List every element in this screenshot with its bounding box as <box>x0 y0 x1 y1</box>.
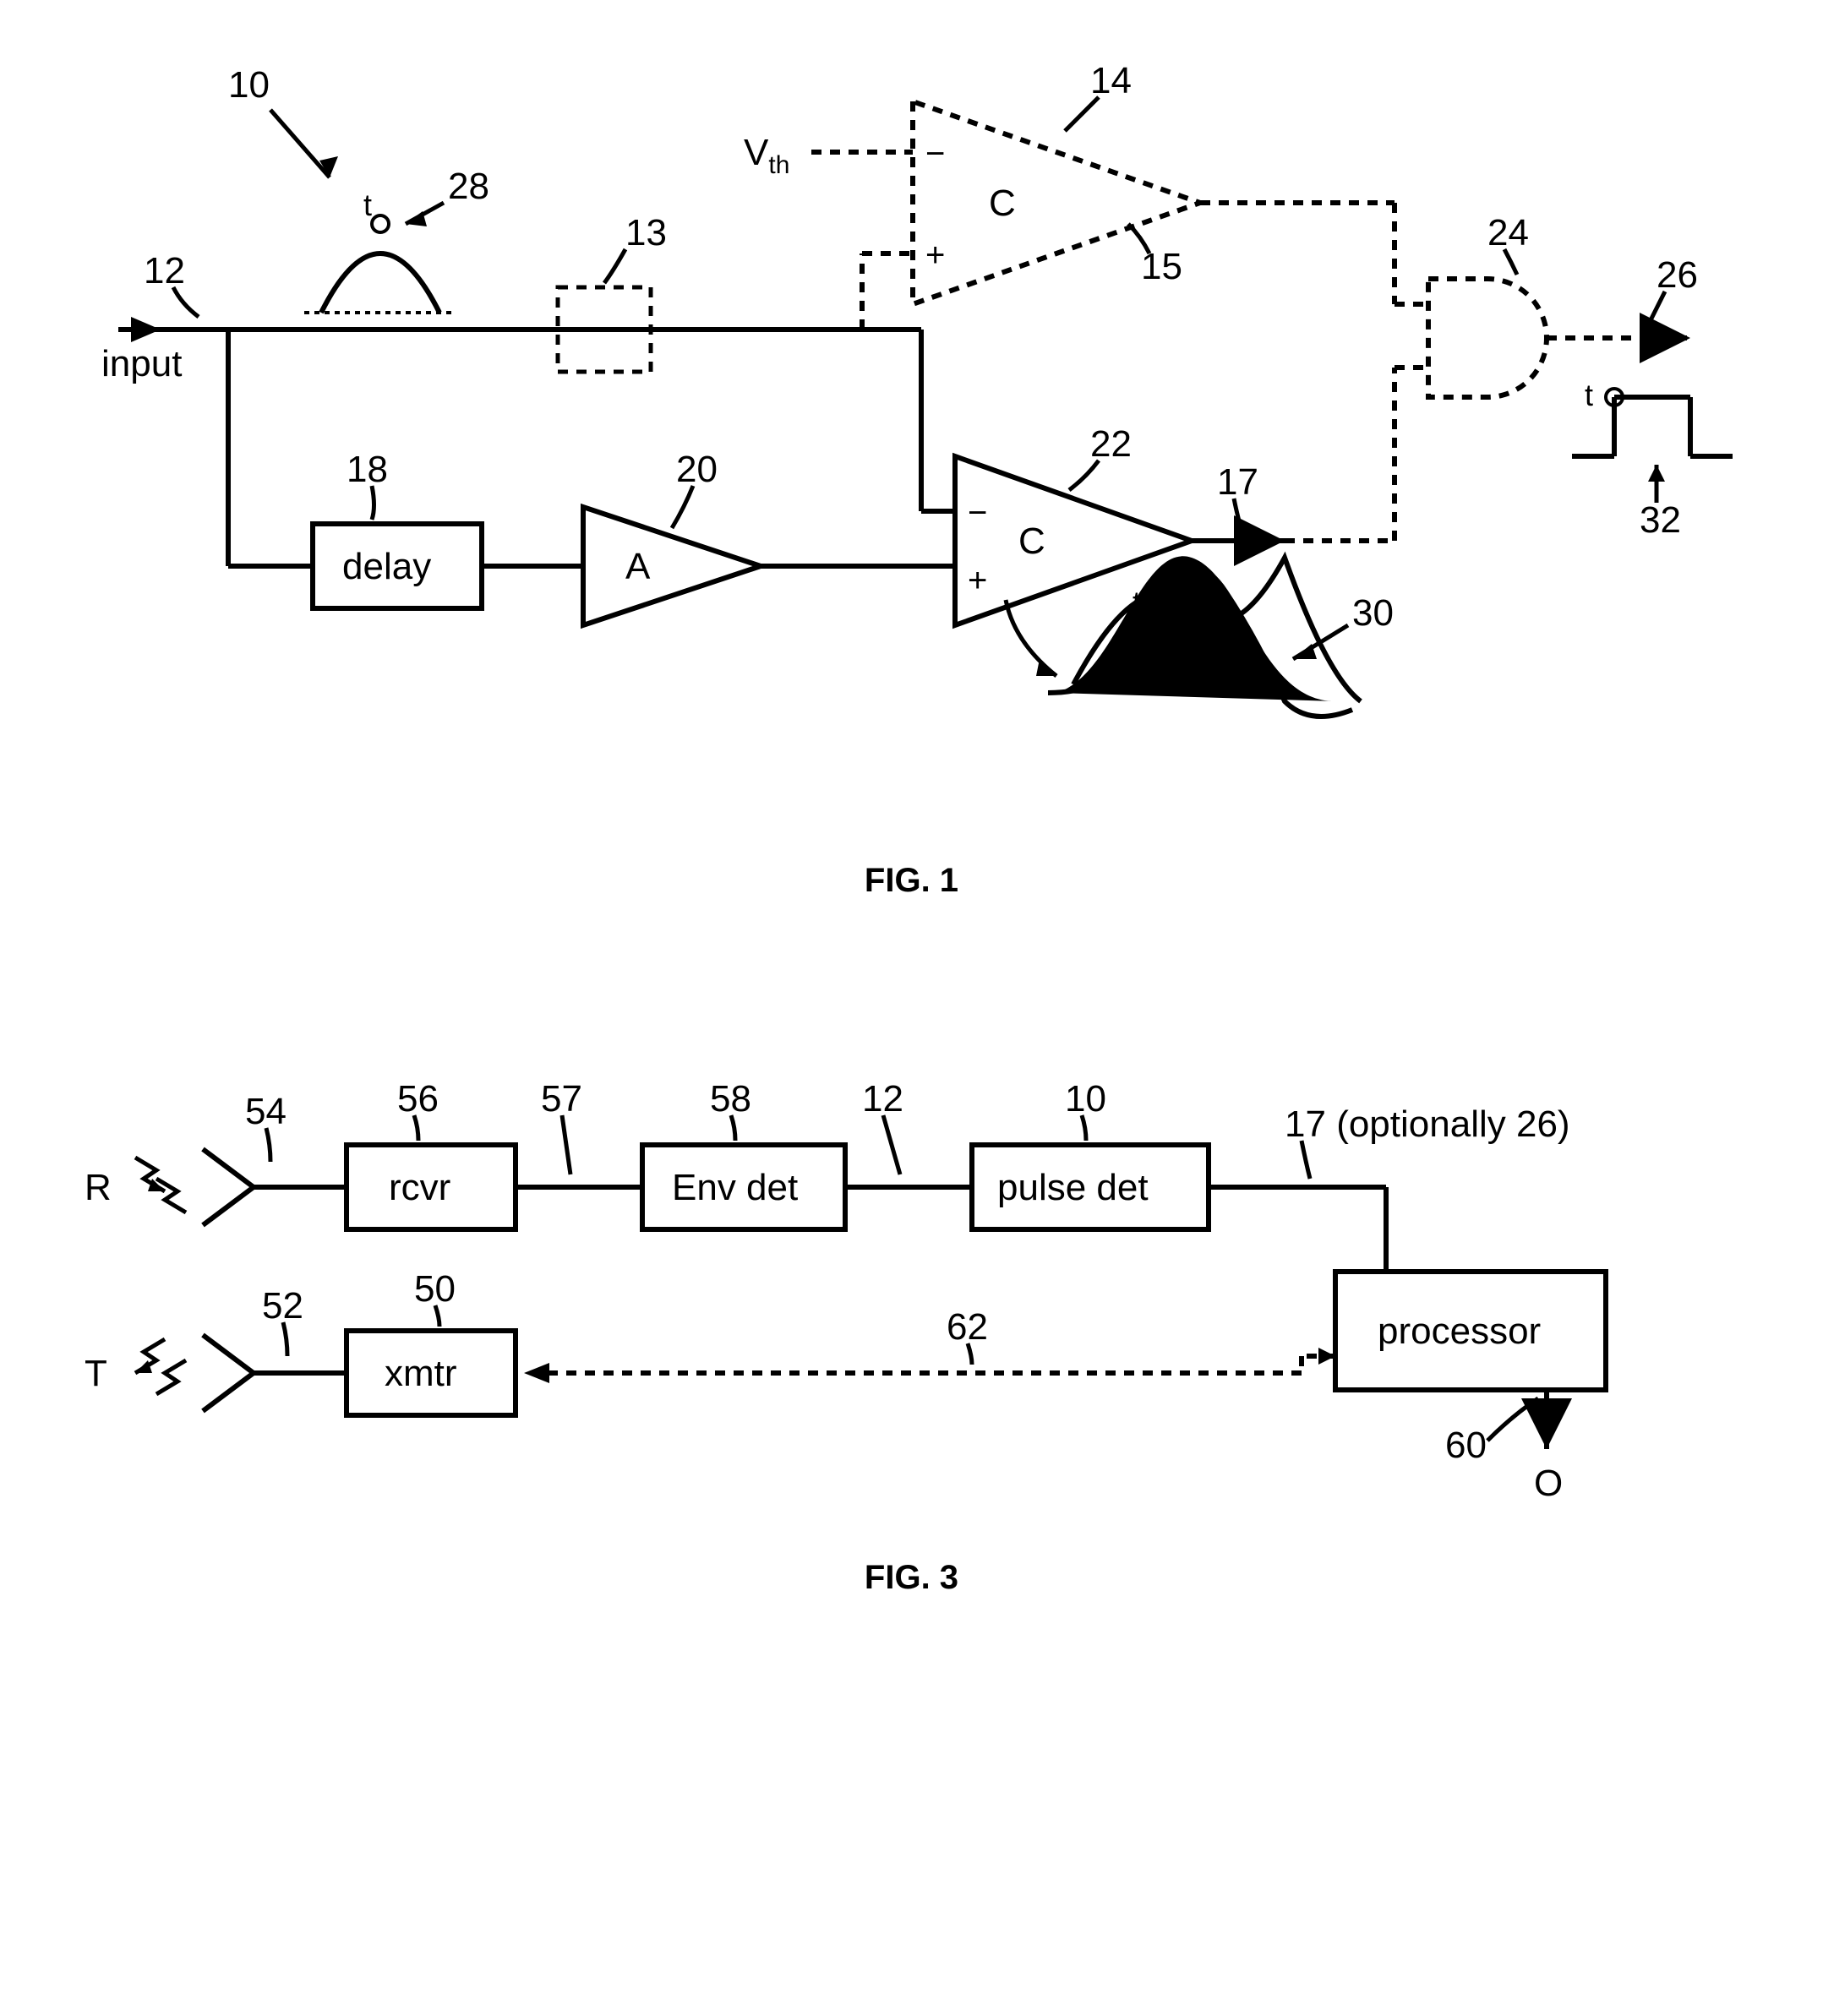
svg-text:+: + <box>925 237 945 274</box>
ref-28: 28 <box>448 166 489 207</box>
svg-text:t: t <box>1133 585 1141 619</box>
ref-60: 60 <box>1445 1425 1487 1466</box>
pulse-28: t 28 <box>304 166 489 313</box>
ref-10: 10 <box>228 64 270 106</box>
ref-12b: 12 <box>862 1078 903 1120</box>
pulse-32: t 32 <box>1572 378 1733 541</box>
svg-text:+: + <box>968 562 987 599</box>
processor-label: processor <box>1378 1310 1541 1352</box>
ref-22: 22 <box>1090 423 1132 465</box>
ref-58: 58 <box>710 1078 751 1120</box>
ref-50: 50 <box>414 1268 456 1310</box>
svg-text:−: − <box>968 494 987 531</box>
ref-12: 12 <box>144 250 185 292</box>
ref-30: 30 <box>1352 592 1394 634</box>
comp22-label: C <box>1018 520 1045 562</box>
ref-26: 26 <box>1657 254 1698 296</box>
svg-text:−: − <box>925 135 945 172</box>
antenna-52 <box>203 1335 347 1411</box>
ref-24: 24 <box>1487 212 1529 253</box>
ref-52: 52 <box>262 1285 303 1327</box>
ref-18: 18 <box>347 449 388 490</box>
ref-17: 17 <box>1217 461 1258 503</box>
ref-20: 20 <box>676 449 718 490</box>
fig1-svg: 10 input 12 t 28 13 delay 18 <box>34 34 1789 836</box>
vth-label: Vth <box>744 132 789 179</box>
r-label: R <box>85 1167 112 1208</box>
fig3-caption: FIG. 3 <box>34 1559 1789 1597</box>
o-label: O <box>1534 1463 1563 1504</box>
envdet-label: Env det <box>672 1167 798 1208</box>
svg-text:t: t <box>363 188 372 222</box>
comp14-label: C <box>989 183 1016 224</box>
delay-label: delay <box>342 546 431 587</box>
and-gate <box>1428 279 1547 397</box>
ref-54: 54 <box>245 1091 287 1132</box>
xmtr-label: xmtr <box>385 1353 457 1394</box>
fig3-svg: R 54 rcvr 56 57 Env det 58 12 p <box>34 1027 1789 1534</box>
t-label: T <box>85 1353 107 1394</box>
amp-label: A <box>625 546 651 587</box>
ref-57: 57 <box>541 1078 582 1120</box>
ref-32: 32 <box>1640 499 1681 541</box>
ref-56: 56 <box>397 1078 439 1120</box>
rcvr-label: rcvr <box>389 1167 450 1208</box>
ref-14: 14 <box>1090 60 1132 101</box>
input-label: input <box>101 343 182 384</box>
fig1-caption: FIG. 1 <box>34 862 1789 900</box>
pulsedet-label: pulse det <box>997 1167 1149 1208</box>
svg-text:t: t <box>1585 378 1593 412</box>
ref-62: 62 <box>947 1306 988 1348</box>
ref-17b: 17 (optionally 26) <box>1285 1103 1570 1145</box>
ref-13: 13 <box>625 212 667 253</box>
antenna-54 <box>203 1149 347 1225</box>
ref-10b: 10 <box>1065 1078 1106 1120</box>
